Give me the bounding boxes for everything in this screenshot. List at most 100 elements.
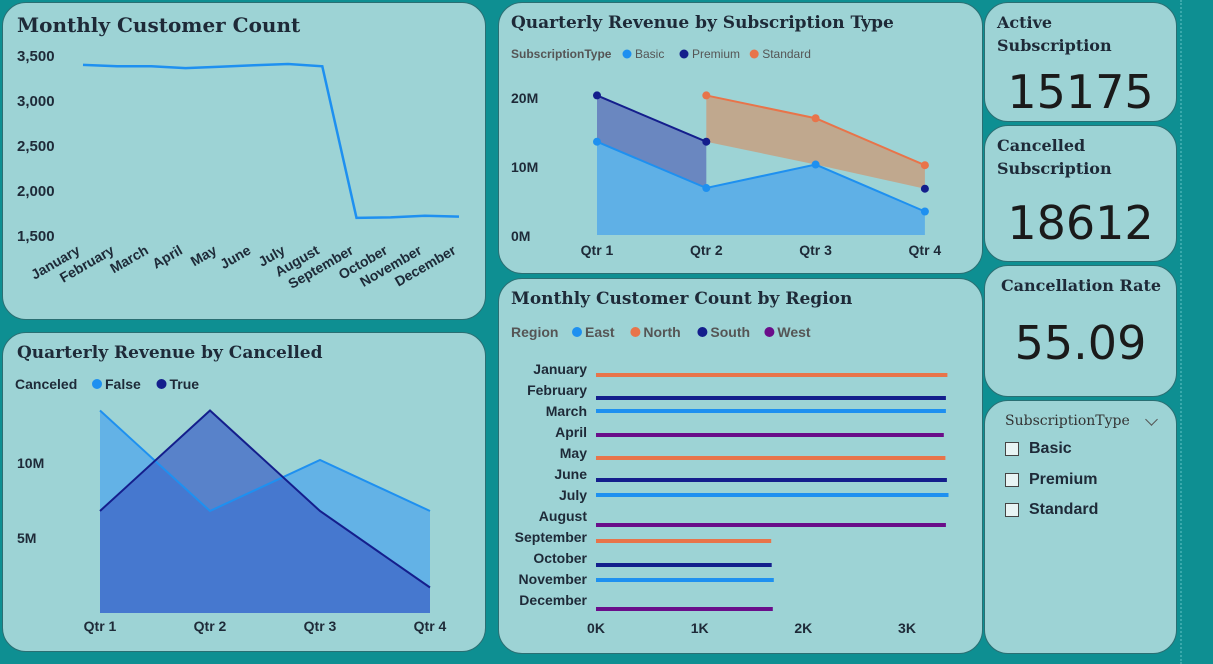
cancellation-rate-label: Cancellation Rate	[1000, 276, 1162, 295]
slicer-option-premium[interactable]: Premium	[1005, 469, 1097, 491]
y-category-label: March	[546, 403, 587, 419]
legend-title: Region	[511, 324, 558, 340]
monthly-customer-count-title: Monthly Customer Count	[17, 13, 301, 37]
cancelled-subscription-card: Cancelled Subscription 18612	[984, 125, 1177, 262]
legend-marker	[156, 379, 167, 389]
legend-marker	[622, 49, 632, 59]
checkbox-icon[interactable]	[1005, 473, 1019, 487]
quarterly-revenue-subscription-chart: SubscriptionType Basic Premium Standard 20M 1…	[511, 47, 942, 258]
quarterly-revenue-subscription-card: Quarterly Revenue by Subscription Type S…	[498, 2, 983, 274]
x-tick-label: Qtr 4	[909, 242, 942, 258]
legend-marker	[92, 379, 102, 389]
x-tick-label: Qtr 3	[304, 618, 337, 634]
data-point	[593, 137, 601, 146]
data-point	[702, 91, 711, 100]
region-bar	[596, 433, 944, 437]
customer-count-line	[82, 62, 460, 220]
y-category-label: January	[533, 361, 587, 377]
y-tick-label: 0M	[511, 228, 530, 244]
x-tick-label: Qtr 1	[84, 618, 117, 634]
slicer-option-label: Premium	[1029, 471, 1098, 488]
y-tick-label: 10M	[17, 455, 44, 471]
data-point	[593, 91, 601, 100]
y-category-label: June	[554, 466, 587, 482]
x-tick-label: May	[188, 242, 220, 270]
legend-marker	[630, 327, 641, 337]
y-category-label: May	[560, 445, 587, 461]
chevron-down-icon[interactable]	[1145, 413, 1158, 426]
region-bar	[596, 478, 947, 482]
legend-title: Canceled	[15, 376, 77, 392]
true-area	[100, 410, 430, 613]
legend-label: Standard	[762, 47, 811, 61]
quarterly-revenue-cancelled-title: Quarterly Revenue by Cancelled	[17, 343, 323, 363]
data-point	[702, 184, 711, 193]
x-tick-label: 2K	[794, 620, 812, 636]
monthly-customer-region-chart: Region East North South West January February M…	[511, 324, 949, 636]
x-tick-label: 3K	[898, 620, 916, 636]
region-bar	[596, 578, 774, 582]
slicer-option-label: Basic	[1029, 440, 1072, 457]
legend-label: Basic	[635, 47, 664, 61]
legend-label: East	[585, 324, 615, 340]
premium-area	[597, 95, 707, 189]
y-tick-label: 20M	[511, 90, 538, 106]
data-point	[811, 160, 820, 169]
y-category-label: August	[539, 508, 588, 524]
monthly-customer-count-chart: 3,5003,0002,5002,0001,500JanuaryFebruary…	[17, 48, 460, 292]
x-tick-label: 1K	[691, 620, 709, 636]
x-tick-label: 0K	[587, 620, 605, 636]
legend-label: North	[643, 324, 680, 340]
cancellation-rate-value: 55.09	[1014, 316, 1147, 370]
region-bar	[596, 373, 948, 377]
legend-label: Premium	[692, 47, 740, 61]
y-category-label: October	[533, 550, 587, 566]
x-tick-label: Qtr 1	[581, 242, 614, 258]
data-point	[920, 207, 929, 216]
active-subscription-label: Active Subscription	[997, 13, 1112, 55]
cancelled-subscription-label: Cancelled Subscription	[997, 136, 1112, 178]
y-category-label: April	[555, 424, 587, 440]
active-subscription-card: Active Subscription 15175	[984, 2, 1177, 122]
legend-label: False	[105, 376, 141, 392]
legend-marker	[764, 327, 775, 337]
legend-marker	[572, 327, 582, 337]
region-bar	[596, 563, 772, 567]
x-tick-label: June	[217, 242, 253, 272]
legend-label: South	[710, 324, 750, 340]
active-subscription-value: 15175	[1007, 65, 1154, 119]
quarterly-revenue-subscription-title: Quarterly Revenue by Subscription Type	[511, 13, 894, 33]
x-tick-label: Qtr 3	[799, 242, 832, 258]
basic-area	[597, 141, 925, 235]
x-tick-label: Qtr 4	[414, 618, 447, 634]
monthly-customer-region-card: Monthly Customer Count by Region Region E…	[498, 278, 983, 654]
legend-label: West	[777, 324, 811, 340]
legend-marker	[679, 49, 689, 59]
checkbox-icon[interactable]	[1005, 442, 1019, 456]
y-tick-label: 3,500	[17, 48, 55, 65]
y-category-label: February	[527, 382, 587, 398]
data-point	[811, 114, 820, 123]
checkbox-icon[interactable]	[1005, 503, 1019, 517]
y-tick-label: 2,000	[17, 183, 55, 200]
cancelled-subscription-value: 18612	[1007, 196, 1154, 250]
y-tick-label: 5M	[17, 530, 36, 546]
legend-title: SubscriptionType	[511, 47, 612, 61]
quarterly-revenue-cancelled-card: Quarterly Revenue by Cancelled Canceled F…	[2, 332, 486, 652]
true-line	[99, 409, 431, 589]
premium-line	[596, 94, 707, 143]
y-category-label: September	[515, 529, 588, 545]
y-tick-label: 1,500	[17, 228, 55, 245]
region-bar	[596, 607, 773, 611]
basic-line	[596, 140, 926, 213]
cancellation-rate-card: Cancellation Rate 55.09	[984, 265, 1177, 397]
region-bar	[596, 409, 946, 413]
y-tick-label: 2,500	[17, 138, 55, 155]
slicer-option-basic[interactable]: Basic	[1005, 438, 1072, 460]
monthly-customer-region-title: Monthly Customer Count by Region	[511, 289, 853, 309]
x-tick-label: April	[149, 242, 185, 272]
slicer-option-standard[interactable]: Standard	[1005, 499, 1098, 521]
legend-marker	[749, 49, 759, 59]
region-bar	[596, 493, 949, 497]
region-bar	[596, 539, 772, 543]
